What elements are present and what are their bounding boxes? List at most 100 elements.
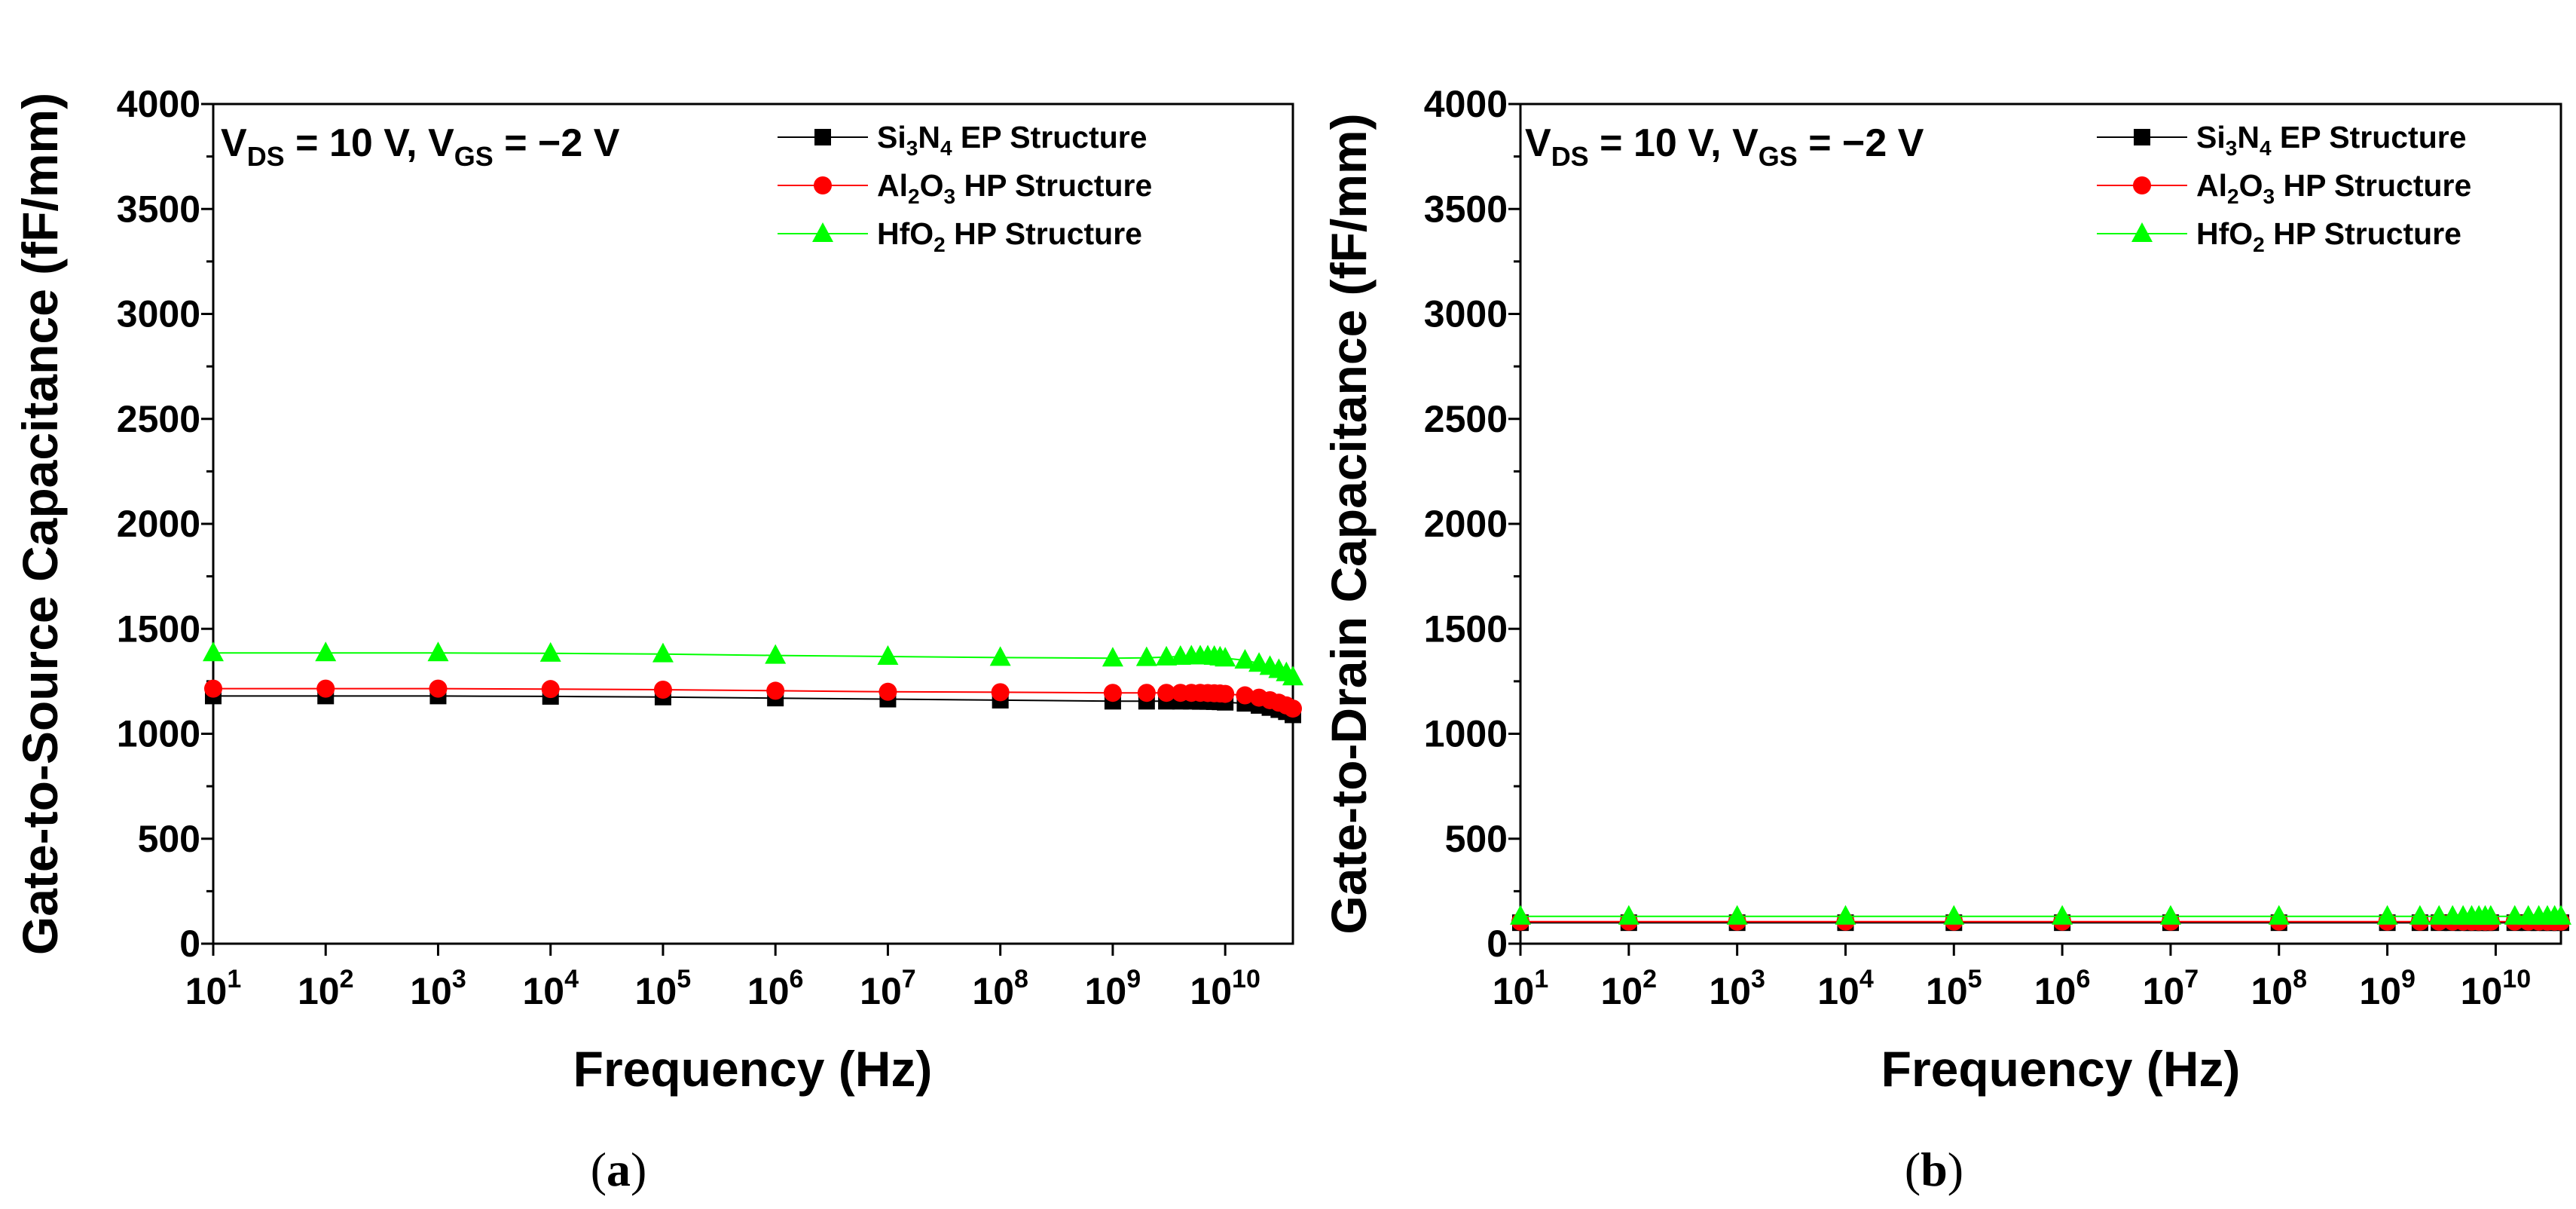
y-tick-label: 3000 xyxy=(117,293,200,335)
data-point xyxy=(204,679,222,698)
data-point xyxy=(2376,904,2398,925)
data-point xyxy=(1726,904,1748,925)
legend-label: Si3N4 EP Structure xyxy=(877,120,1147,160)
panel-caption: (b) xyxy=(1905,1143,1963,1196)
data-point xyxy=(991,683,1010,702)
data-point xyxy=(1156,645,1178,666)
panel-caption: (a) xyxy=(591,1143,647,1196)
data-point xyxy=(2268,904,2290,925)
data-point xyxy=(315,641,337,662)
series-layer xyxy=(203,641,1303,724)
legend-label: Al2O3 HP Structure xyxy=(2196,168,2471,208)
legend-item: Al2O3 HP Structure xyxy=(2097,168,2471,208)
y-tick-label: 1000 xyxy=(117,713,200,755)
data-point xyxy=(877,645,899,666)
series xyxy=(204,679,1302,718)
bias-annotation: VDS = 10 V, VGS = −2 V xyxy=(1525,121,1924,172)
y-tick-label: 2500 xyxy=(1424,398,1508,440)
x-tick-label: 103 xyxy=(410,965,466,1012)
x-tick-label: 108 xyxy=(2251,965,2307,1012)
data-point xyxy=(1137,684,1156,702)
x-axis-title: Frequency (Hz) xyxy=(573,1041,933,1097)
y-tick-label: 4000 xyxy=(117,83,200,125)
x-tick-label: 107 xyxy=(2143,965,2199,1012)
data-point xyxy=(427,641,449,662)
series-line xyxy=(213,695,1294,716)
y-tick-label: 500 xyxy=(1445,818,1508,860)
y-tick-label: 0 xyxy=(1487,923,1508,965)
y-tick-label: 1500 xyxy=(1424,608,1508,650)
data-point xyxy=(765,644,787,664)
series xyxy=(1510,904,2571,925)
x-tick-label: 102 xyxy=(1601,965,1658,1012)
y-tick-label: 1500 xyxy=(117,608,200,650)
data-point xyxy=(316,679,335,698)
x-tick-label: 101 xyxy=(1493,965,1549,1012)
data-point xyxy=(766,681,785,700)
legend-label: HfO2 HP Structure xyxy=(2196,216,2461,256)
legend-label: HfO2 HP Structure xyxy=(877,216,1142,256)
data-point xyxy=(1835,904,1856,925)
legend: Si3N4 EP Structure Al2O3 HP Structure HfO2… xyxy=(2097,120,2471,256)
y-axis-title: Gate-to-Drain Capacitance (fF/mm) xyxy=(1321,113,1377,934)
legend-marker xyxy=(814,176,832,194)
data-point xyxy=(1102,647,1123,667)
data-point xyxy=(1510,904,1531,925)
y-tick-label: 2000 xyxy=(1424,503,1508,545)
y-tick-labels: 0 500 1000 1500 2000 2500 3000 3500 4000 xyxy=(1424,83,1508,965)
data-point xyxy=(1215,647,1236,667)
data-point xyxy=(2052,904,2073,925)
data-point xyxy=(989,646,1011,666)
y-tick-label: 3000 xyxy=(1424,293,1508,335)
x-tick-label: 109 xyxy=(2359,965,2416,1012)
legend-marker xyxy=(812,222,833,242)
data-point xyxy=(2504,904,2526,925)
data-point xyxy=(1284,699,1302,718)
data-point xyxy=(1216,684,1235,703)
legend-item: HfO2 HP Structure xyxy=(778,216,1142,256)
x-tick-label: 101 xyxy=(185,965,242,1012)
y-tick-label: 0 xyxy=(179,923,200,965)
legend-label: Si3N4 EP Structure xyxy=(2196,120,2467,160)
legend-item: Al2O3 HP Structure xyxy=(778,168,1152,208)
x-axis-title: Frequency (Hz) xyxy=(1881,1041,2241,1097)
x-tick-label: 108 xyxy=(972,965,1028,1012)
x-tick-labels: 101 102 103 104 105 106 107 108 109 1010 xyxy=(185,965,1260,1012)
data-point xyxy=(879,682,897,701)
data-point xyxy=(653,681,672,699)
x-tick-label: 104 xyxy=(1817,965,1874,1012)
data-point xyxy=(1282,666,1303,686)
panel-b: 0 500 1000 1500 2000 2500 3000 3500 4000 101 102 1… xyxy=(1321,83,2571,1196)
x-tick-label: 105 xyxy=(1926,965,1982,1012)
axis-ticks xyxy=(1508,103,2497,956)
legend-item: HfO2 HP Structure xyxy=(2097,216,2461,256)
data-point xyxy=(1157,684,1176,702)
y-tick-label: 500 xyxy=(138,818,200,860)
data-point xyxy=(429,679,448,698)
data-point xyxy=(1234,649,1256,669)
data-point xyxy=(203,641,224,662)
y-tick-label: 2000 xyxy=(117,503,200,545)
y-tick-label: 3500 xyxy=(1424,188,1508,230)
legend-item: Si3N4 EP Structure xyxy=(778,120,1147,160)
data-point xyxy=(652,642,674,663)
x-tick-label: 107 xyxy=(860,965,916,1012)
data-point xyxy=(2409,904,2431,925)
data-point xyxy=(1943,904,1965,925)
data-point xyxy=(541,680,560,699)
y-tick-label: 3500 xyxy=(117,188,200,230)
bias-annotation: VDS = 10 V, VGS = −2 V xyxy=(221,121,620,172)
series-layer xyxy=(1510,904,2571,932)
x-tick-label: 103 xyxy=(1709,965,1765,1012)
x-tick-label: 1010 xyxy=(1190,965,1260,1012)
y-tick-labels: 0 500 1000 1500 2000 2500 3000 3500 4000 xyxy=(117,83,200,965)
y-tick-label: 4000 xyxy=(1424,83,1508,125)
legend-marker xyxy=(814,129,831,145)
y-tick-label: 1000 xyxy=(1424,713,1508,755)
data-point xyxy=(1103,684,1122,702)
data-point xyxy=(2159,904,2181,925)
legend: Si3N4 EP Structure Al2O3 HP Structure HfO2… xyxy=(778,120,1152,256)
y-axis-title: Gate-to-Source Capacitance (fF/mm) xyxy=(12,93,68,955)
axis-ticks xyxy=(201,103,1227,956)
